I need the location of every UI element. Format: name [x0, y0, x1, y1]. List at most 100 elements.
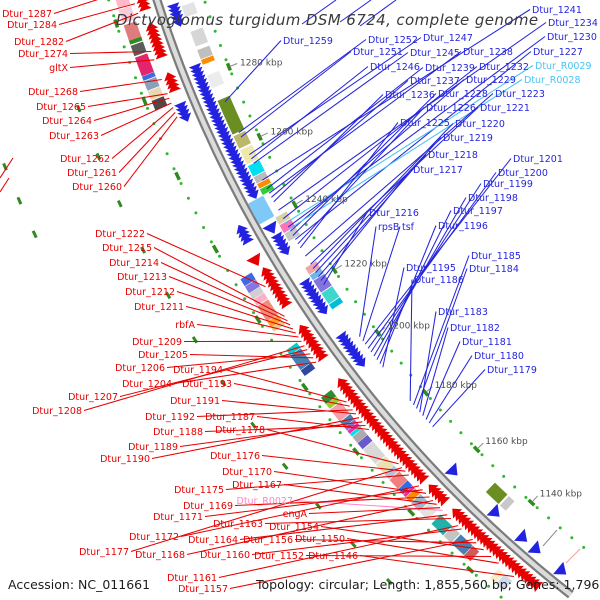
- offscreen-leader-line: [0, 157, 14, 179]
- gene-leader-line: [53, 0, 99, 15]
- gene-leader-line: [299, 122, 399, 249]
- gene-label: Dtur_1152: [254, 551, 304, 562]
- gene-label: Dtur_1195: [406, 263, 456, 274]
- gene-leader-line: [240, 51, 352, 138]
- gene-arrow: [377, 427, 388, 438]
- minor-tick: [254, 128, 258, 132]
- gene-leader-line: [271, 80, 409, 198]
- gene-arrow: [383, 434, 393, 444]
- outer-ring-tick: [116, 199, 123, 208]
- gene-arrowhead: [527, 540, 541, 554]
- gene-arrow: [513, 565, 524, 576]
- gene-leader-line: [422, 327, 449, 416]
- gene-arrowhead: [246, 252, 261, 266]
- gene-arrow: [517, 568, 527, 579]
- gene-block-inner: [217, 95, 245, 135]
- gene-leader-line: [204, 424, 366, 433]
- gene-label: Dtur_1172: [129, 532, 179, 543]
- gene-label: Dtur_1218: [428, 150, 478, 161]
- gene-arrow: [394, 446, 404, 457]
- minor-tick: [524, 495, 528, 499]
- gene-leader-line: [323, 212, 368, 286]
- minor-tick: [428, 397, 432, 400]
- minor-tick: [209, 240, 213, 244]
- gene-block-outer: [443, 526, 460, 544]
- gene-label: Dtur_1184: [469, 264, 519, 275]
- gene-block-outer: [244, 279, 261, 294]
- kbp-label: 1280 kbp: [240, 58, 283, 68]
- gene-label: Dtur_1263: [49, 131, 99, 142]
- gene-block-outer: [495, 574, 513, 591]
- gene-label: Dtur_1183: [438, 307, 488, 318]
- major-tick: [472, 445, 481, 454]
- gene-leader-line: [419, 311, 437, 413]
- gene-arrow: [385, 437, 396, 448]
- gene-block-inner: [200, 55, 215, 65]
- gene-block-inner: [259, 183, 275, 195]
- gene-leader-line: [273, 94, 384, 203]
- minor-tick: [582, 545, 586, 549]
- gene-arrow: [388, 440, 399, 451]
- gene-arrow: [452, 508, 463, 519]
- gene-arrow: [437, 493, 448, 504]
- gene-leader-line: [359, 554, 514, 578]
- gene-arrowhead: [486, 503, 500, 517]
- gene-label: Dtur_1169: [183, 501, 233, 512]
- gene-label: Dtur_1200: [498, 168, 548, 179]
- gene-leader-line: [346, 537, 499, 564]
- gene-arrow: [350, 395, 361, 405]
- kbp-label: 1140 kbp: [540, 490, 583, 500]
- gene-label: Dtur_1282: [14, 37, 64, 48]
- gene-label: Dtur_1227: [533, 47, 583, 58]
- minor-tick: [208, 15, 212, 19]
- gene-label: Dtur_1196: [438, 221, 488, 232]
- minor-tick: [312, 236, 316, 240]
- gene-leader-line: [292, 93, 437, 236]
- gene-arrow: [366, 414, 377, 425]
- gene-leader-line: [151, 417, 360, 460]
- gene-leader-line: [130, 467, 403, 553]
- gene-leader-line: [262, 9, 531, 181]
- major-tick: [141, 96, 148, 106]
- gene-label: Dtur_1212: [125, 287, 175, 298]
- gene-leader-line: [87, 93, 168, 108]
- outer-ring-tick: [31, 230, 38, 239]
- genome-backbone-core: [154, 0, 573, 597]
- gene-leader-line: [238, 39, 367, 134]
- gene-label: Dtur_1259: [283, 36, 333, 47]
- gene-leader-line: [373, 197, 467, 357]
- gene-label: Dtur_1207: [68, 392, 118, 403]
- minor-tick: [219, 44, 222, 47]
- gene-arrow: [174, 100, 187, 111]
- gene-label: tsf: [402, 222, 415, 233]
- minor-tick: [370, 468, 374, 472]
- gene-leader-line: [118, 112, 176, 173]
- gene-label: Dtur_1164: [188, 535, 238, 546]
- gene-label: Dtur_1146: [308, 551, 358, 562]
- outer-ring-tick: [2, 162, 8, 171]
- minor-tick: [268, 155, 272, 159]
- gene-arrowhead: [262, 220, 277, 234]
- major-tick: [527, 498, 536, 507]
- gene-leader-line: [168, 276, 291, 326]
- minor-tick: [218, 254, 221, 258]
- gene-label: Dtur_1205: [138, 350, 188, 361]
- gene-leader-line: [432, 369, 486, 428]
- gene-label: Dtur_1180: [474, 351, 524, 362]
- gene-label: Dtur_1194: [173, 365, 223, 376]
- gene-leader-line: [362, 226, 401, 342]
- gene-arrow: [166, 2, 180, 12]
- gene-arrow: [337, 378, 348, 389]
- minor-tick: [547, 516, 551, 520]
- gene-label: Dtur_1182: [450, 323, 500, 334]
- gene-label: Dtur_1156: [243, 535, 293, 546]
- outer-ring-tick: [281, 462, 289, 470]
- gene-arrow: [353, 398, 364, 409]
- gene-leader-line: [153, 247, 285, 317]
- gene-arrow: [482, 537, 493, 548]
- gene-arrow: [372, 421, 382, 431]
- gene-arrow: [473, 529, 484, 539]
- minor-tick: [243, 297, 247, 301]
- gene-arrow: [399, 453, 410, 463]
